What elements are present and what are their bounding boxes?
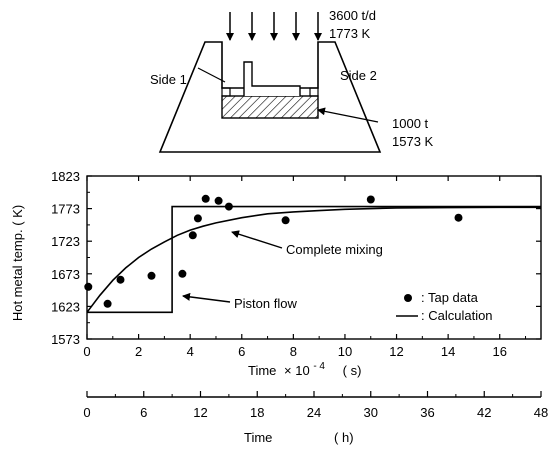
deadman-structure	[243, 61, 301, 96]
x-axis-title-main: Time	[248, 363, 276, 378]
legend-calc-label: : Calculation	[421, 308, 493, 323]
piston-flow-arrow	[182, 292, 231, 303]
hearth-schematic: Side 1 Side 2 3600 t/d 1773 K 1000 t 157…	[150, 8, 434, 153]
tap-data-point	[103, 299, 112, 308]
x-axis-title: Time × 10 - 4 ( s)	[248, 357, 361, 378]
tap-data-points	[84, 194, 463, 308]
x-tick-label: 14	[441, 344, 455, 359]
calculation-curve	[87, 205, 541, 314]
tap-data-point	[224, 202, 233, 211]
side2-label: Side 2	[340, 68, 377, 83]
tap-data-point	[84, 282, 93, 291]
y-tick-label: 1623	[51, 299, 80, 314]
x-tick-label: 8	[290, 344, 297, 359]
tap-data-point	[178, 269, 187, 278]
inflow-rate-label: 3600 t/d	[329, 8, 376, 23]
temperature-chart: 1573 1623 1673 1723 1773 1823 0 2 4 6 8 10 12 14 16 H…	[10, 169, 542, 378]
hours-tick-label: 48	[534, 405, 548, 420]
tap-data-point	[201, 194, 210, 203]
legend-tap-marker	[404, 294, 412, 302]
tap-data-point	[454, 213, 463, 222]
hours-tick-label: 24	[307, 405, 321, 420]
x-axis-ticks: 0 2 4 6 8 10 12 14 16	[83, 176, 527, 359]
y-tick-label: 1673	[51, 267, 80, 282]
inflow-arrows	[226, 12, 322, 41]
x-tick-label: 12	[389, 344, 403, 359]
x-axis-title-unit: ( s)	[343, 363, 362, 378]
tap-data-point	[188, 231, 197, 240]
x-tick-label: 4	[187, 344, 194, 359]
tap-data-point	[214, 196, 223, 205]
calculation-curve	[86, 206, 541, 313]
y-axis-title: Hot metal temp. ( K)	[10, 205, 25, 321]
y-tick-label: 1573	[51, 332, 80, 347]
y-axis-ticks: 1573 1623 1673 1723 1773 1823	[51, 169, 541, 347]
legend: : Tap data : Calculation	[396, 290, 493, 323]
x-tick-label: 0	[83, 344, 90, 359]
y-tick-label: 1773	[51, 202, 80, 217]
hours-tick-label: 6	[140, 405, 147, 420]
piston-flow-label: Piston flow	[234, 296, 297, 311]
furnace-outline	[158, 41, 382, 153]
left-ledge	[221, 87, 231, 97]
inflow-temp-label: 1773 K	[329, 26, 371, 41]
side1-leader	[197, 67, 226, 83]
hours-tick-label: 12	[193, 405, 207, 420]
hours-axis-title-unit: ( h)	[334, 430, 354, 445]
hours-tick-label: 18	[250, 405, 264, 420]
tap-data-point	[281, 216, 290, 225]
complete-mixing-arrow	[231, 230, 283, 249]
complete-mixing-label: Complete mixing	[286, 242, 383, 257]
calculation-curves	[86, 205, 541, 314]
hours-tick-label: 30	[364, 405, 378, 420]
hours-axis: 0 6 12 18 24 30 36 42 48 Time ( h)	[83, 391, 548, 445]
bath-temp-label: 1573 K	[392, 134, 434, 149]
right-ledge	[309, 87, 319, 97]
hours-axis-title-main: Time	[244, 430, 272, 445]
x-axis-title-factor: × 10	[284, 363, 310, 378]
hours-tick-label: 0	[83, 405, 90, 420]
y-tick-label: 1823	[51, 169, 80, 184]
x-tick-label: 10	[338, 344, 352, 359]
hours-tick-label: 42	[477, 405, 491, 420]
hours-axis-ticks: 0 6 12 18 24 30 36 42 48	[83, 391, 548, 420]
y-tick-label: 1723	[51, 234, 80, 249]
x-tick-label: 6	[238, 344, 245, 359]
hours-tick-label: 36	[420, 405, 434, 420]
legend-tap-label: : Tap data	[421, 290, 479, 305]
tap-data-point	[366, 195, 375, 204]
tap-data-point	[193, 214, 202, 223]
molten-bath	[221, 95, 319, 119]
tap-data-point	[147, 271, 156, 280]
x-axis-title-exponent: - 4	[313, 361, 325, 372]
side1-label: Side 1	[150, 72, 187, 87]
bath-leader	[317, 107, 379, 123]
x-tick-label: 16	[492, 344, 506, 359]
tap-data-point	[116, 275, 125, 284]
bath-mass-label: 1000 t	[392, 116, 429, 131]
x-tick-label: 2	[135, 344, 142, 359]
hours-axis-title: Time ( h)	[244, 430, 354, 445]
